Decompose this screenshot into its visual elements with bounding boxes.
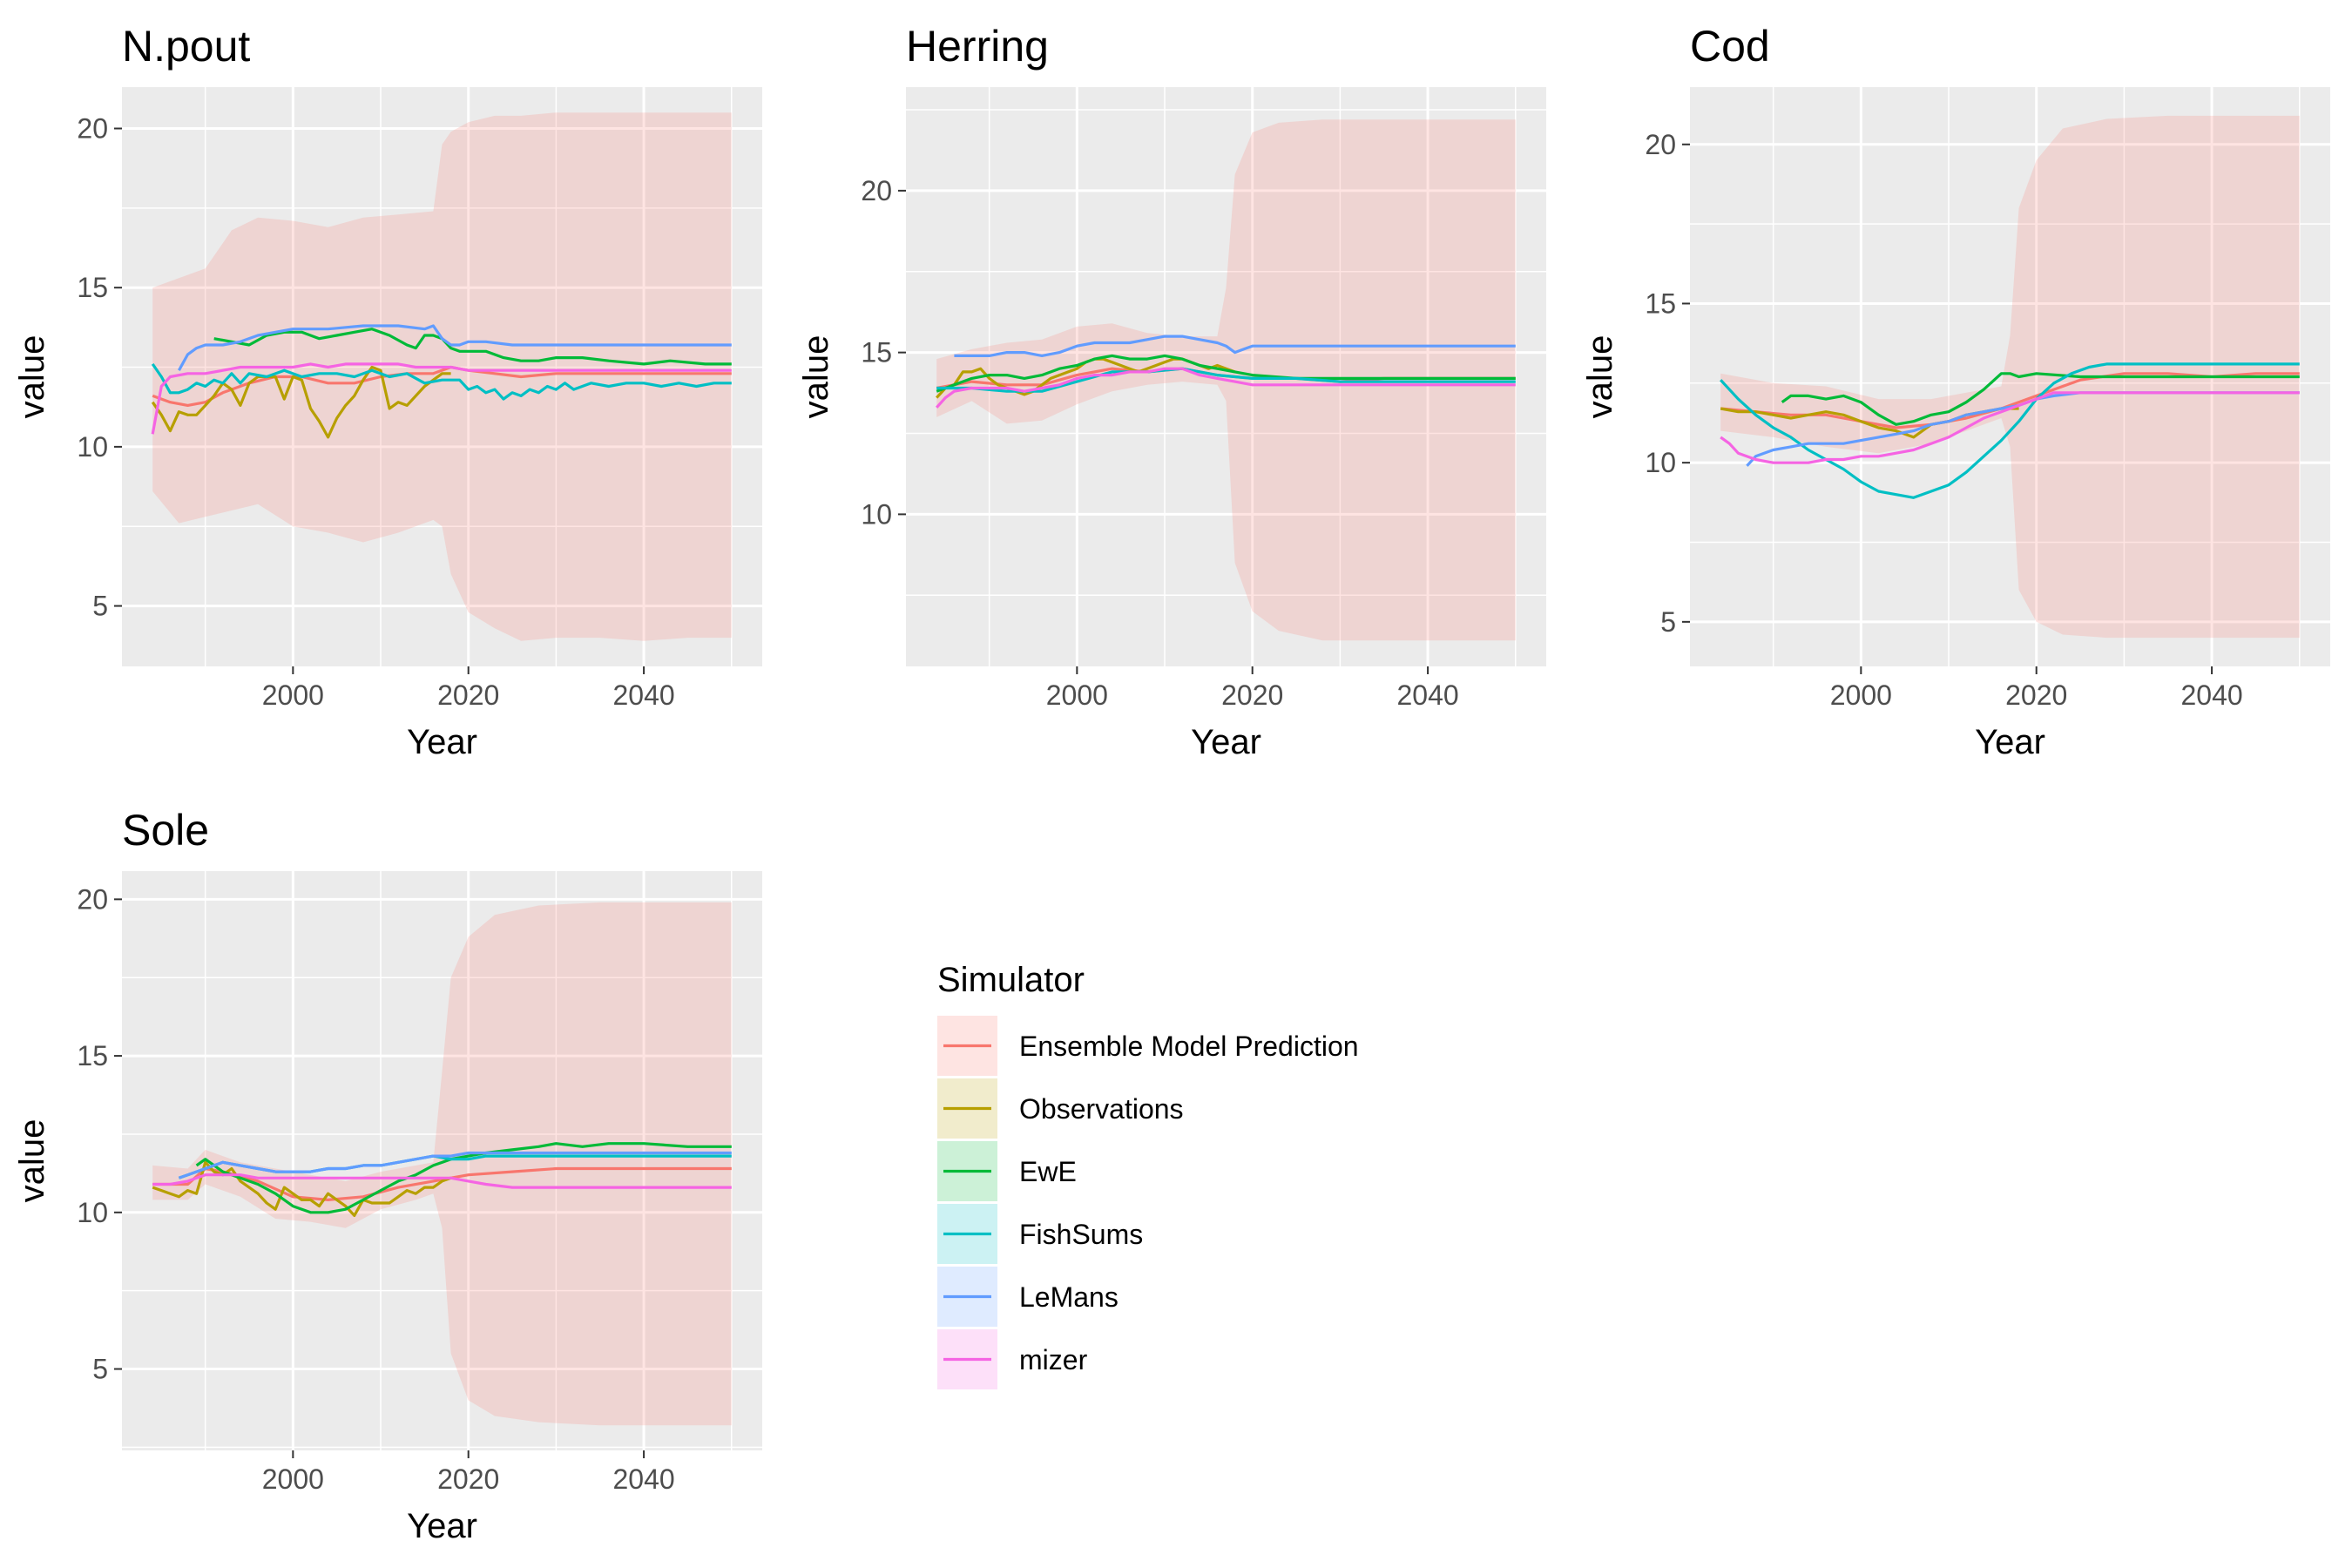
x-tick-label: 2000	[1046, 679, 1108, 711]
legend: Simulator Ensemble Model Prediction Observ…	[937, 961, 1359, 1389]
y-tick-label: 15	[77, 1040, 108, 1071]
x-tick-label: 2000	[1830, 679, 1892, 711]
series-line-mizer	[936, 367, 1516, 409]
x-axis-title: Year	[1191, 723, 1261, 761]
y-tick-label: 10	[861, 498, 892, 530]
y-axis-title: value	[13, 335, 51, 419]
y-tick-label: 5	[1660, 606, 1676, 638]
y-tick-label: 10	[77, 1197, 108, 1228]
panel-background	[122, 871, 762, 1450]
y-tick-label: 20	[77, 113, 108, 145]
series-line-mizer	[1720, 391, 2300, 464]
y-tick-label: 20	[77, 883, 108, 915]
series-line-observations	[152, 1160, 452, 1218]
y-tick-label: 5	[92, 591, 108, 622]
panel-cod: Cod 2000 2020 2040 5 10 15 20 Year value	[1581, 22, 2330, 761]
panel-title: Cod	[1690, 22, 1770, 71]
series-line-ewe	[213, 328, 732, 366]
ensemble-ribbon	[1720, 115, 2300, 639]
legend-label: EwE	[1019, 1156, 1077, 1187]
y-axis-title: value	[13, 1119, 51, 1203]
panel-herring: Herring 2000 2020 2040 10 15 20 Year value	[797, 22, 1546, 761]
panel-title: Sole	[122, 806, 209, 855]
series-line-ewe	[936, 354, 1516, 393]
legend-label: FishSums	[1019, 1219, 1143, 1250]
panel-n-pout: N.pout 2000 2020 2040 5 10 15 20 Year value	[13, 22, 762, 761]
y-tick-label: 15	[861, 337, 892, 368]
y-tick-label: 15	[77, 272, 108, 303]
x-tick-label: 2020	[437, 1463, 499, 1495]
legend-label: Ensemble Model Prediction	[1019, 1031, 1359, 1062]
x-axis-title: Year	[407, 1507, 477, 1545]
y-tick-label: 20	[861, 175, 892, 206]
x-axis-title: Year	[1975, 723, 2045, 761]
y-axis-title: value	[1581, 335, 1619, 419]
x-tick-label: 2040	[2180, 679, 2242, 711]
panel-title: Herring	[906, 22, 1049, 71]
y-axis-title: value	[797, 335, 835, 419]
x-tick-label: 2000	[262, 679, 324, 711]
ensemble-ribbon	[152, 112, 732, 641]
x-axis-title: Year	[407, 723, 477, 761]
panel-sole: Sole 2000 2020 2040 5 10 15 20 Year value	[13, 806, 762, 1545]
series-line-mizer	[151, 362, 732, 435]
x-tick-label: 2020	[2005, 679, 2067, 711]
y-tick-label: 20	[1645, 129, 1676, 160]
series-line-mizer	[152, 1173, 732, 1189]
series-line-fishsums	[1720, 362, 2300, 499]
y-tick-label: 10	[1645, 447, 1676, 478]
panel-title: N.pout	[122, 22, 250, 71]
y-tick-label: 15	[1645, 287, 1676, 319]
series-line-observations	[151, 365, 451, 439]
ensemble-ribbon	[152, 902, 732, 1426]
series-line-lemans	[178, 1151, 732, 1179]
series-line-fishsums	[151, 362, 732, 401]
legend-title: Simulator	[937, 961, 1085, 999]
series-line-ensemble-model-prediction	[152, 1166, 732, 1202]
x-tick-label: 2000	[262, 1463, 324, 1495]
x-tick-label: 2040	[612, 1463, 674, 1495]
y-tick-label: 10	[77, 431, 108, 463]
x-tick-label: 2040	[612, 679, 674, 711]
legend-label: mizer	[1019, 1344, 1088, 1375]
y-tick-label: 5	[92, 1354, 108, 1385]
series-line-lemans	[954, 335, 1516, 357]
series-line-ewe	[1781, 372, 2300, 426]
legend-label: Observations	[1019, 1093, 1184, 1125]
x-tick-label: 2040	[1396, 679, 1458, 711]
x-tick-label: 2020	[437, 679, 499, 711]
legend-label: LeMans	[1019, 1281, 1119, 1313]
x-tick-label: 2020	[1221, 679, 1283, 711]
series-line-lemans	[177, 324, 732, 371]
